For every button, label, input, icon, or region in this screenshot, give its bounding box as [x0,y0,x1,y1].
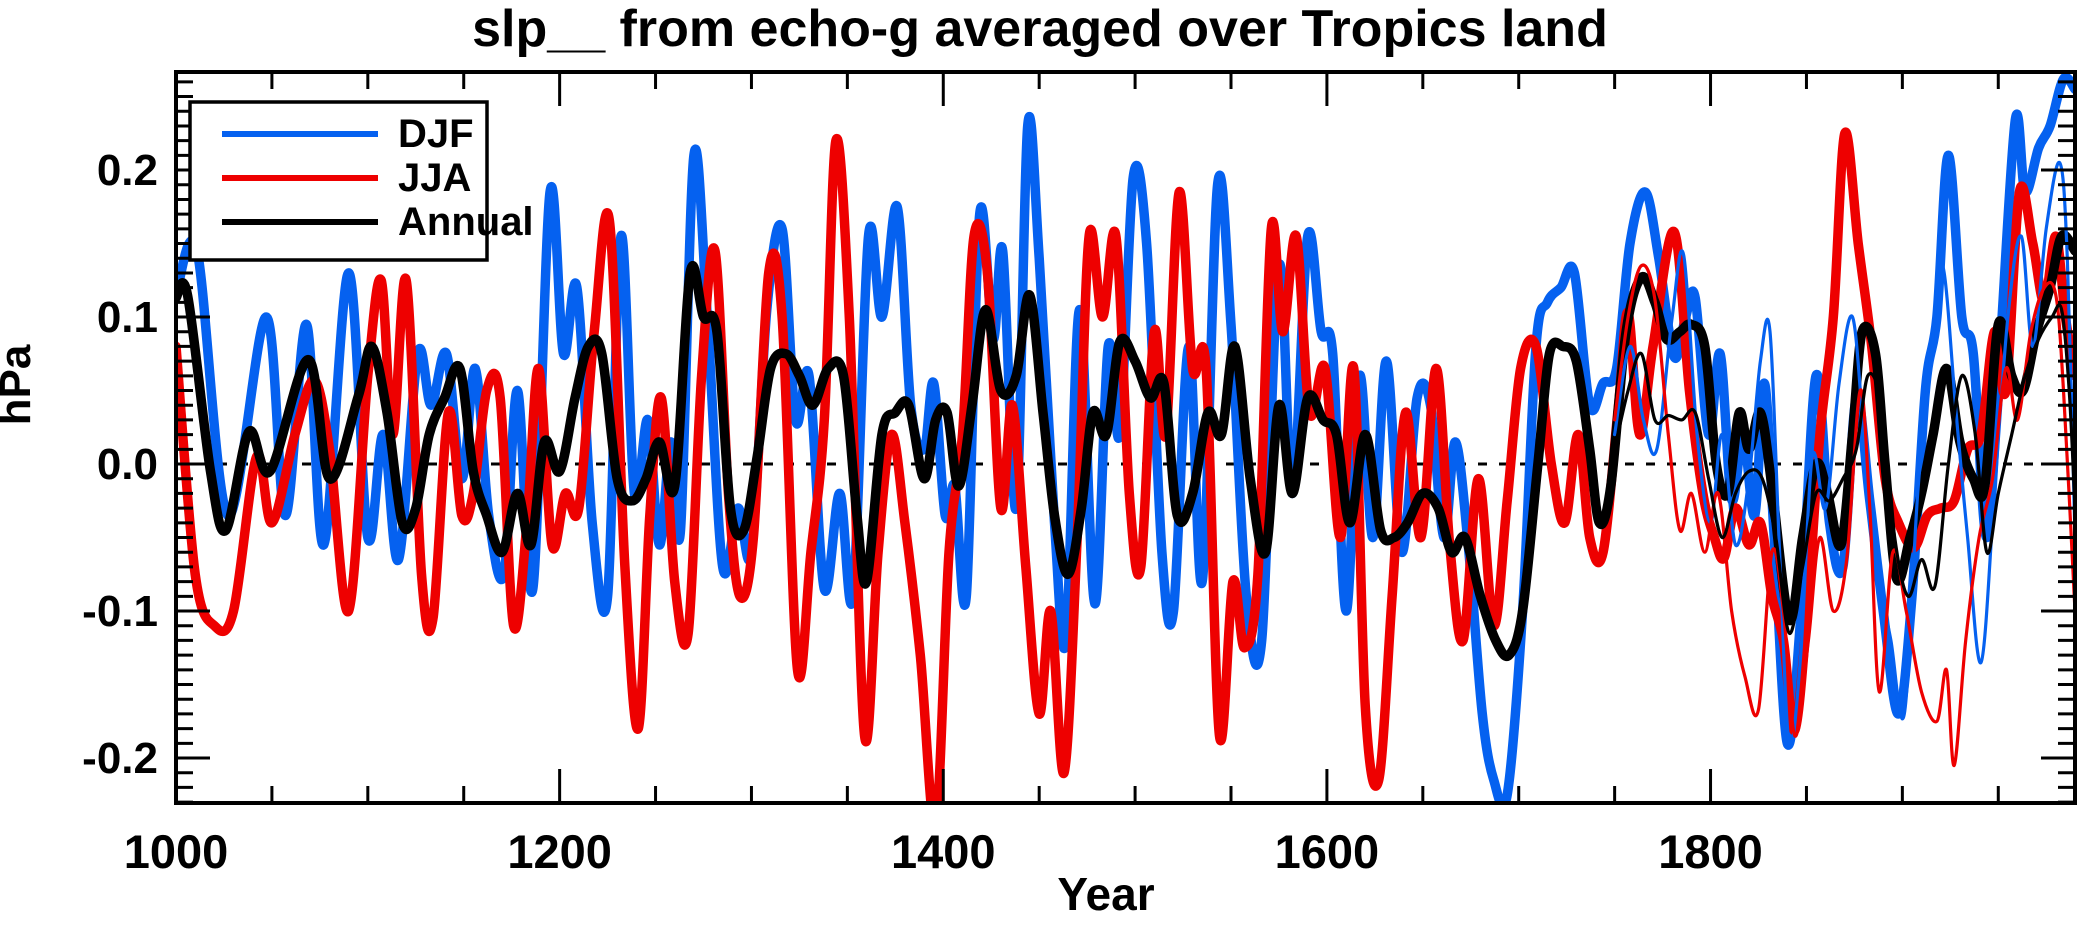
x-tick-label: 1000 [124,825,229,878]
x-tick-label: 1800 [1658,825,1763,878]
y-tick-label: 0.2 [97,146,158,195]
chart-title: slp__ from echo-g averaged over Tropics … [472,0,1608,58]
series-jja-thin-line [1613,263,2073,768]
x-axis-title: Year [1057,868,1154,920]
y-tick-label: 0.0 [97,440,158,489]
series-djf-line [178,74,2073,801]
plot-generated-content: 1000 1200 1400 1600 1800 0.2 0.1 0.0 -0.1 -0.2 DJF… [82,70,2077,878]
series-annual-line [178,230,2073,662]
x-tick-label: 1600 [1275,825,1380,878]
series-djf-thin-line [1613,161,2073,748]
y-axis-title: hPa [0,344,40,425]
y-tick-label: -0.2 [82,734,158,783]
series-jja-line [178,127,2073,801]
x-tick-label: 1200 [507,825,612,878]
legend-label-djf: DJF [398,112,474,156]
legend-label-jja: JJA [398,156,471,200]
x-tick-label: 1400 [891,825,996,878]
series-annual-thin-line [1613,303,2073,635]
legend-label-annual: Annual [398,200,534,244]
y-tick-label: 0.1 [97,293,158,342]
y-tick-label: -0.1 [82,587,158,636]
plot-frame [174,70,2077,805]
